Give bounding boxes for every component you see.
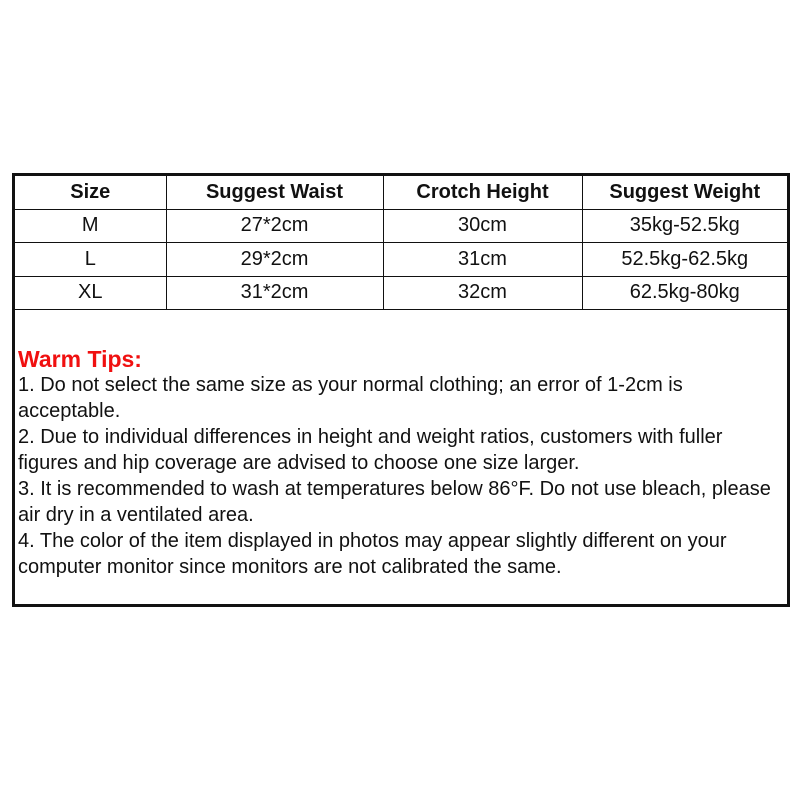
table-header-row: Size Suggest Waist Crotch Height Suggest… [15, 176, 787, 210]
header-cell: Size [15, 176, 167, 210]
table-row: M 27*2cm 30cm 35kg-52.5kg [15, 208, 787, 243]
tip-item: 3. It is recommended to wash at temperat… [18, 478, 771, 526]
warm-tips: Warm Tips: 1. Do not select the same siz… [18, 346, 783, 580]
table-cell: 31cm [382, 242, 583, 277]
tip-item: 2. Due to individual differences in heig… [18, 426, 723, 474]
tip-item: 1. Do not select the same size as your n… [18, 374, 683, 422]
tips-title: Warm Tips: [18, 346, 142, 372]
table-cell: 27*2cm [165, 208, 384, 243]
table-cell: M [15, 208, 167, 243]
table-cell: 62.5kg-80kg [581, 275, 787, 310]
size-table: Size Suggest Waist Crotch Height Suggest… [15, 176, 787, 310]
table-cell: 29*2cm [165, 242, 384, 277]
table-cell: 52.5kg-62.5kg [581, 242, 787, 277]
header-cell: Suggest Weight [581, 176, 787, 210]
tip-item: 4. The color of the item displayed in ph… [18, 530, 727, 578]
table-row: L 29*2cm 31cm 52.5kg-62.5kg [15, 242, 787, 277]
table-cell: 32cm [382, 275, 583, 310]
table-row: XL 31*2cm 32cm 62.5kg-80kg [15, 275, 787, 310]
table-cell: 35kg-52.5kg [581, 208, 787, 243]
table-cell: 31*2cm [165, 275, 384, 310]
header-cell: Suggest Waist [165, 176, 384, 210]
table-cell: L [15, 242, 167, 277]
table-cell: XL [15, 275, 167, 310]
header-cell: Crotch Height [382, 176, 583, 210]
size-chart: Size Suggest Waist Crotch Height Suggest… [12, 173, 790, 607]
table-cell: 30cm [382, 208, 583, 243]
